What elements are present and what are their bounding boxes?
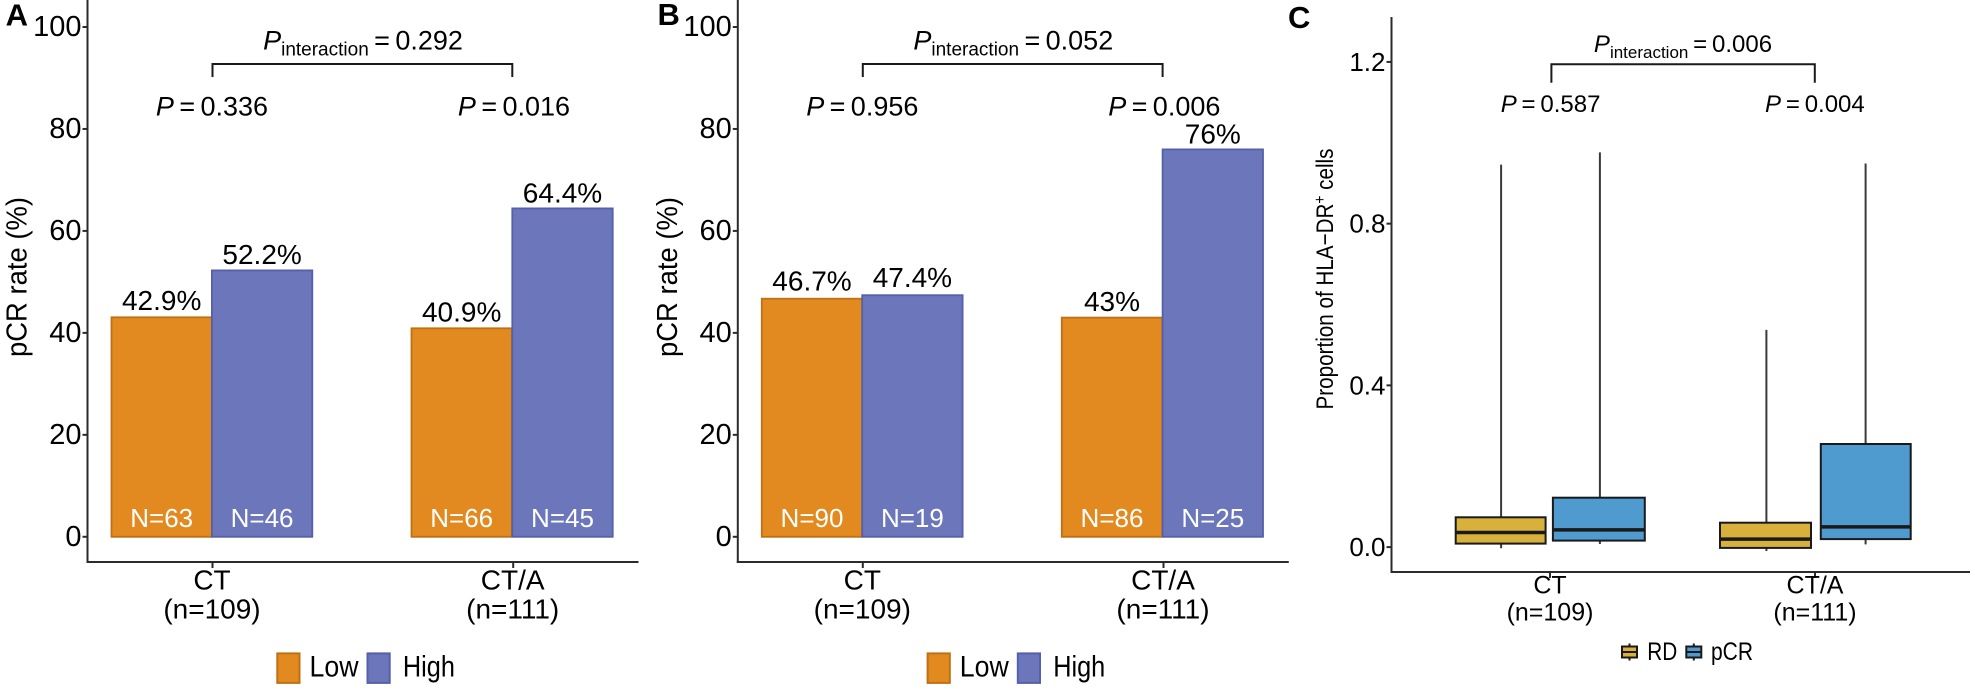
svg-text:100: 100 [683,11,731,43]
svg-text:40: 40 [49,317,81,349]
svg-text:0.4: 0.4 [1349,370,1385,400]
svg-text:(n=111): (n=111) [466,594,559,625]
svg-text:CT/A: CT/A [1131,565,1195,596]
svg-text:20: 20 [700,419,732,451]
svg-text:P = 0.336: P = 0.336 [156,91,268,121]
svg-text:A: A [6,0,28,33]
svg-text:100: 100 [33,11,81,43]
svg-text:46.7%: 46.7% [772,266,851,297]
svg-text:76%: 76% [1185,119,1241,150]
svg-text:N=66: N=66 [430,503,493,533]
svg-text:High: High [1053,651,1105,684]
svg-text:CT: CT [193,565,230,596]
svg-text:P = 0.016: P = 0.016 [458,91,570,121]
svg-text:0.0: 0.0 [1349,532,1385,562]
svg-text:Low: Low [960,651,1009,684]
svg-text:(n=109): (n=109) [814,594,911,625]
svg-text:P = 0.006: P = 0.006 [1108,91,1220,121]
svg-text:(n=111): (n=111) [1773,598,1856,626]
svg-text:Pinteraction = 0.052: Pinteraction = 0.052 [913,25,1113,60]
svg-text:N=19: N=19 [881,503,944,533]
svg-text:60: 60 [49,215,81,247]
svg-text:(n=109): (n=109) [163,594,260,625]
svg-text:C: C [1288,0,1310,35]
svg-text:CT/A: CT/A [481,565,545,596]
svg-text:N=46: N=46 [231,503,294,533]
svg-text:N=25: N=25 [1181,503,1244,533]
svg-text:High: High [403,651,455,684]
svg-text:P = 0.004: P = 0.004 [1765,91,1865,118]
svg-text:P = 0.956: P = 0.956 [806,91,918,121]
svg-text:43%: 43% [1084,286,1140,317]
svg-text:Pinteraction = 0.006: Pinteraction = 0.006 [1594,31,1772,62]
svg-text:80: 80 [49,113,81,145]
svg-text:47.4%: 47.4% [873,262,952,293]
svg-text:N=63: N=63 [130,503,193,533]
svg-text:(n=109): (n=109) [1507,598,1594,626]
svg-text:40: 40 [700,317,732,349]
svg-text:N=90: N=90 [781,503,844,533]
svg-text:60: 60 [700,215,732,247]
svg-text:Low: Low [310,651,359,684]
svg-text:B: B [658,0,680,32]
svg-text:Pinteraction = 0.292: Pinteraction = 0.292 [263,25,463,60]
svg-text:0: 0 [716,521,732,553]
svg-text:80: 80 [700,113,732,145]
svg-text:20: 20 [49,419,81,451]
svg-text:0.8: 0.8 [1349,209,1385,239]
svg-text:1.2: 1.2 [1349,47,1385,77]
svg-text:40.9%: 40.9% [422,297,501,328]
svg-text:Proportion of HLA−DR+ cells: Proportion of HLA−DR+ cells [1311,149,1338,410]
svg-text:CT: CT [844,565,881,596]
svg-text:42.9%: 42.9% [122,285,201,316]
svg-text:CT: CT [1533,571,1566,599]
svg-text:64.4%: 64.4% [523,178,602,209]
svg-text:52.2%: 52.2% [222,239,301,270]
svg-text:(n=111): (n=111) [1116,594,1209,625]
svg-text:N=45: N=45 [531,503,594,533]
svg-text:RD: RD [1647,638,1677,666]
svg-text:CT/A: CT/A [1787,571,1844,599]
svg-text:N=86: N=86 [1081,503,1144,533]
svg-text:P = 0.587: P = 0.587 [1501,91,1601,118]
svg-text:0: 0 [65,521,81,553]
svg-text:pCR rate (%): pCR rate (%) [2,197,34,357]
svg-text:pCR: pCR [1711,638,1753,666]
svg-text:pCR rate (%): pCR rate (%) [652,197,684,357]
